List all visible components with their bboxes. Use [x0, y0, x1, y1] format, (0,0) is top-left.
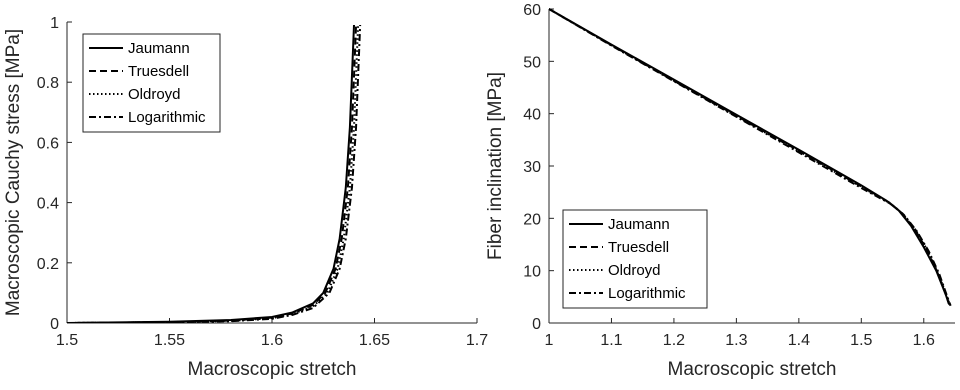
x-tick-label: 1.3: [725, 332, 747, 349]
legend-entry: Truesdell: [608, 239, 669, 256]
left-chart: 1.5 1.55 1.6 1.65 1.7 0 0.2 0.4 0.6 0.8 1 Macroscop…: [3, 15, 488, 380]
y-tick-label: 0.4: [37, 196, 59, 213]
x-tick-label: 1.6: [913, 332, 935, 349]
x-tick-label: 1.4: [788, 332, 810, 349]
y-tick-label: 0.8: [37, 75, 59, 92]
x-tick-label: 1.5: [56, 332, 78, 349]
legend: Jaumann Truesdell Oldroyd Logarithmic: [562, 209, 708, 309]
x-tick-label: 1.6: [261, 332, 283, 349]
x-tick-label: 1.7: [466, 332, 488, 349]
y-tick-label: 50: [523, 54, 541, 71]
x-tick-label: 1.1: [600, 332, 622, 349]
x-tick-label: 1.2: [663, 332, 685, 349]
y-tick-label: 40: [523, 107, 541, 124]
y-axis-label: Macroscopic Cauchy stress [MPa]: [3, 29, 24, 316]
series-line-logarithmic: [67, 24, 362, 323]
legend-entry: Oldroyd: [128, 86, 181, 103]
x-axis-label: Macroscopic stretch: [188, 359, 357, 380]
series-line-logarithmic: [549, 8, 952, 307]
right-chart: 1 1.1 1.2 1.3 1.4 1.5 1.6 0 10 20 30 40 50 60 Macrosco…: [485, 2, 955, 380]
legend-entry: Jaumann: [608, 216, 670, 233]
x-tick-label: 1.5: [850, 332, 872, 349]
y-tick-label: 30: [523, 159, 541, 176]
series-line-jaumann: [67, 24, 355, 323]
series-line-truesdell: [67, 24, 358, 323]
legend-entry: Logarithmic: [128, 109, 206, 126]
y-tick-label: 0.6: [37, 135, 59, 152]
y-tick-label: 0.2: [37, 256, 59, 273]
y-tick-label: 20: [523, 211, 541, 228]
x-tick-label: 1.65: [359, 332, 390, 349]
y-tick-label: 0: [50, 316, 59, 333]
y-tick-label: 10: [523, 264, 541, 281]
y-tick-label: 60: [523, 2, 541, 19]
x-axis-label: Macroscopic stretch: [668, 359, 837, 380]
legend-box: [82, 33, 221, 133]
x-tick-label: 1.55: [154, 332, 185, 349]
y-axis-label: Fiber inclination [MPa]: [485, 72, 506, 260]
y-tick-label: 1: [50, 15, 59, 32]
legend-entry: Truesdell: [128, 63, 189, 80]
legend-box: [562, 209, 708, 309]
legend-entry: Logarithmic: [608, 285, 686, 302]
legend: Jaumann Truesdell Oldroyd Logarithmic: [82, 33, 221, 133]
y-tick-label: 0: [532, 316, 541, 333]
x-tick-label: 1: [545, 332, 554, 349]
legend-entry: Oldroyd: [608, 262, 661, 279]
legend-entry: Jaumann: [128, 40, 190, 57]
